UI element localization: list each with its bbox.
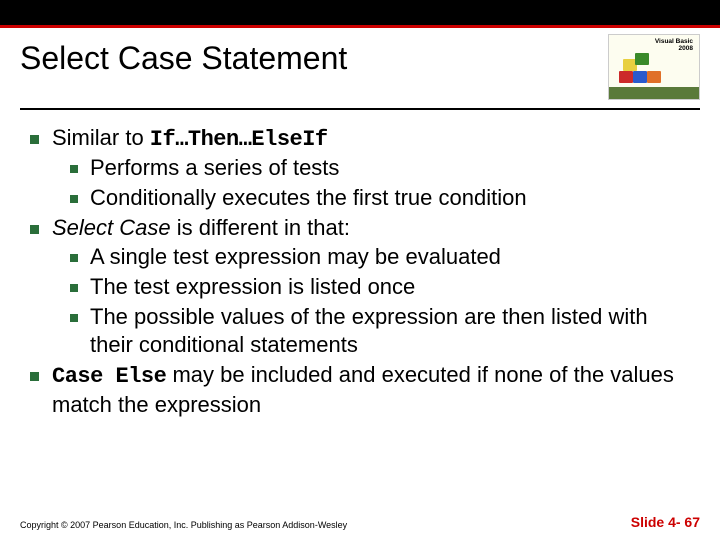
list-item: Select Case is different in that: A sing… [24, 214, 696, 359]
logo-band [609, 87, 699, 99]
bullet-list: Similar to If…Then…ElseIf Performs a ser… [24, 124, 696, 420]
title-row: Select Case Statement Visual Basic 2008 [0, 28, 720, 100]
list-item: Performs a series of tests [64, 154, 696, 182]
bullet-text: Conditionally executes the first true co… [90, 185, 527, 210]
list-item: Similar to If…Then…ElseIf Performs a ser… [24, 124, 696, 212]
copyright-text: Copyright © 2007 Pearson Education, Inc.… [20, 520, 347, 530]
top-bar [0, 0, 720, 28]
bullet-text: A single test expression may be evaluate… [90, 244, 501, 269]
list-item: Conditionally executes the first true co… [64, 184, 696, 212]
slide-number: Slide 4- 67 [631, 514, 700, 530]
blocks-icon [617, 49, 661, 89]
list-item: The possible values of the expression ar… [64, 303, 696, 359]
book-cover-logo: Visual Basic 2008 [608, 34, 700, 100]
list-item: The test expression is listed once [64, 273, 696, 301]
footer: Copyright © 2007 Pearson Education, Inc.… [20, 514, 700, 530]
list-item: A single test expression may be evaluate… [64, 243, 696, 271]
sub-list: A single test expression may be evaluate… [64, 243, 696, 360]
sub-list: Performs a series of tests Conditionally… [64, 154, 696, 212]
slide-title: Select Case Statement [20, 40, 608, 77]
bullet-text: Performs a series of tests [90, 155, 339, 180]
bullet-text: is different in that: [171, 215, 350, 240]
bullet-italic: Select Case [52, 215, 171, 240]
bullet-code: If…Then…ElseIf [150, 127, 328, 152]
bullet-code: Case Else [52, 364, 166, 389]
logo-year: 2008 [679, 45, 693, 52]
list-item: Case Else may be included and executed i… [24, 361, 696, 419]
content-area: Similar to If…Then…ElseIf Performs a ser… [0, 110, 720, 420]
bullet-text: The test expression is listed once [90, 274, 415, 299]
bullet-text: The possible values of the expression ar… [90, 304, 648, 357]
bullet-text: Similar to [52, 125, 150, 150]
